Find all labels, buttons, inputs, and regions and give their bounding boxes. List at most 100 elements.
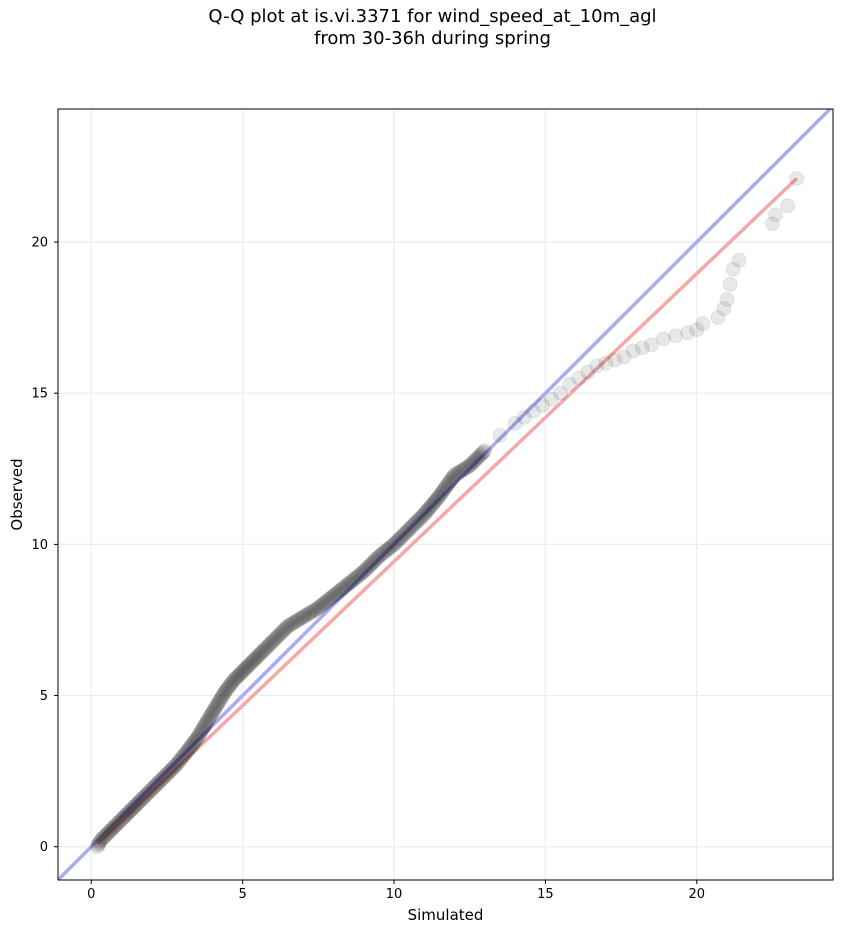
data-point (350, 568, 366, 584)
data-point (562, 376, 578, 392)
data-point (123, 802, 139, 818)
data-point (466, 454, 482, 470)
data-point (375, 545, 391, 561)
data-point (427, 493, 443, 509)
data-point (100, 826, 116, 842)
data-point (205, 704, 221, 720)
data-point (401, 521, 417, 537)
data-point (325, 588, 341, 604)
data-point (327, 587, 343, 603)
x-tick-label: 15 (537, 887, 554, 902)
data-point (397, 525, 413, 541)
data-point (404, 519, 420, 535)
data-point (438, 480, 453, 496)
y-tick-label: 0 (40, 840, 48, 855)
data-point (323, 590, 339, 606)
data-point (391, 531, 407, 547)
data-point (330, 584, 346, 600)
data-point (151, 774, 167, 790)
data-point (525, 403, 541, 419)
data-point (407, 515, 423, 531)
data-point (118, 807, 134, 823)
data-point (258, 640, 274, 656)
data-point (207, 700, 223, 716)
data-point (453, 463, 469, 479)
data-point (239, 659, 255, 675)
plot-frame (57, 108, 834, 881)
data-point (110, 815, 126, 831)
data-point (426, 494, 442, 510)
data-point (363, 556, 379, 572)
data-point (411, 511, 427, 527)
data-point (256, 642, 272, 658)
data-point (202, 709, 218, 725)
data-point (135, 790, 151, 806)
data-point (245, 653, 261, 669)
data-point (221, 679, 237, 695)
data-point (270, 628, 286, 644)
data-point (265, 633, 281, 649)
data-point (295, 609, 311, 625)
data-point (283, 616, 299, 632)
data-point (440, 477, 456, 493)
data-point (298, 607, 314, 623)
data-point (282, 617, 298, 633)
data-point (216, 686, 232, 702)
data-point (129, 796, 145, 812)
data-point (109, 816, 125, 832)
data-point (422, 500, 438, 516)
data-point (354, 565, 370, 581)
data-point (472, 448, 488, 464)
data-point (204, 706, 220, 722)
data-point (341, 576, 357, 592)
data-point (616, 349, 632, 365)
data-point (416, 506, 432, 522)
data-point (445, 470, 461, 486)
data-point (175, 749, 191, 765)
data-point (668, 328, 684, 344)
data-point (716, 301, 732, 317)
data-point (278, 621, 294, 637)
data-point (269, 629, 285, 645)
data-point (460, 459, 476, 475)
data-point (418, 504, 434, 520)
data-point (349, 569, 365, 585)
fit-line (96, 177, 798, 845)
data-point (428, 492, 444, 508)
data-point (476, 444, 492, 460)
data-point (462, 458, 478, 474)
data-point (188, 731, 204, 747)
data-point (764, 216, 780, 232)
data-point (122, 804, 138, 820)
data-point (97, 828, 113, 844)
data-point (431, 488, 447, 504)
data-point (172, 752, 188, 768)
data-point (89, 839, 105, 855)
data-point (382, 540, 398, 556)
data-point (389, 534, 405, 550)
data-point (339, 577, 355, 593)
data-point (286, 614, 302, 630)
data-point (580, 364, 596, 380)
data-point (467, 453, 483, 469)
data-point (128, 797, 144, 813)
data-point (399, 524, 415, 540)
data-point (294, 610, 310, 626)
data-point (680, 325, 696, 341)
data-point (222, 678, 238, 694)
data-point (155, 770, 171, 786)
data-point (178, 745, 194, 761)
data-point (161, 764, 177, 780)
data-point (289, 613, 305, 629)
data-point (370, 550, 386, 566)
data-point (410, 512, 426, 528)
data-point (300, 606, 316, 622)
data-point (251, 648, 267, 664)
data-point (156, 769, 172, 785)
data-point (710, 310, 726, 326)
data-point (451, 464, 467, 480)
data-point (171, 753, 187, 769)
data-point (454, 462, 470, 478)
data-point (361, 559, 377, 575)
